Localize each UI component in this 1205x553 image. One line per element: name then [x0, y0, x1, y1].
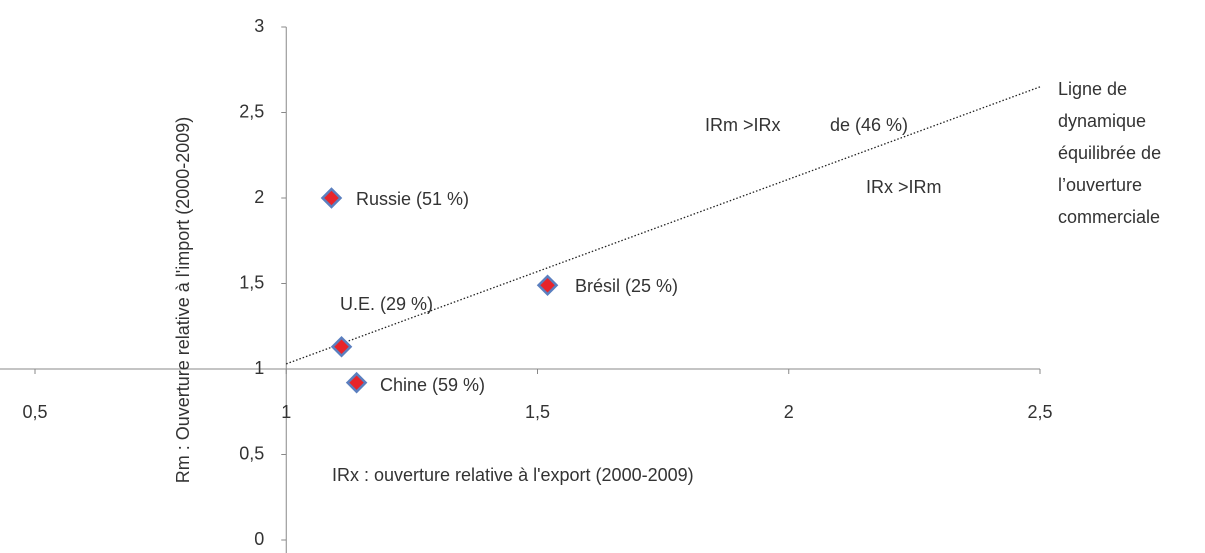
x-tick-label: 0,5 [22, 402, 47, 422]
y-tick-label: 0 [254, 529, 264, 549]
x-tick-label: 2 [784, 402, 794, 422]
trendline-label: l’ouverture [1058, 175, 1142, 195]
y-tick-label: 1 [254, 358, 264, 378]
annotation: IRx >IRm [866, 177, 942, 197]
y-tick-label: 1,5 [239, 272, 264, 292]
trendline-label: dynamique [1058, 111, 1146, 131]
trendline-label: Ligne de [1058, 79, 1127, 99]
data-point [345, 371, 368, 394]
x-axis-title: IRx : ouverture relative à l'export (200… [332, 465, 694, 485]
y-tick-label: 0,5 [239, 443, 264, 463]
data-point [536, 274, 559, 296]
data-point [330, 336, 353, 358]
annotation: de (46 %) [830, 115, 908, 135]
x-tick-label: 1 [281, 402, 291, 422]
point-label: Brésil (25 %) [575, 276, 678, 296]
y-tick-label: 2 [254, 187, 264, 207]
point-label: U.E. (29 %) [340, 294, 433, 314]
y-axis-title: Rm : Ouverture relative à l'import (2000… [173, 117, 193, 484]
point-label: Russie (51 %) [356, 189, 469, 209]
trendline-label: équilibrée de [1058, 143, 1161, 163]
annotation: IRm >IRx [705, 115, 781, 135]
data-point [320, 187, 343, 209]
y-tick-label: 2,5 [239, 101, 264, 121]
x-tick-label: 1,5 [525, 402, 550, 422]
trendline-label: commerciale [1058, 207, 1160, 227]
trendline [286, 86, 1041, 365]
x-tick-label: 2,5 [1027, 402, 1052, 422]
point-label: Chine (59 %) [380, 375, 485, 395]
y-tick-label: 3 [254, 16, 264, 36]
